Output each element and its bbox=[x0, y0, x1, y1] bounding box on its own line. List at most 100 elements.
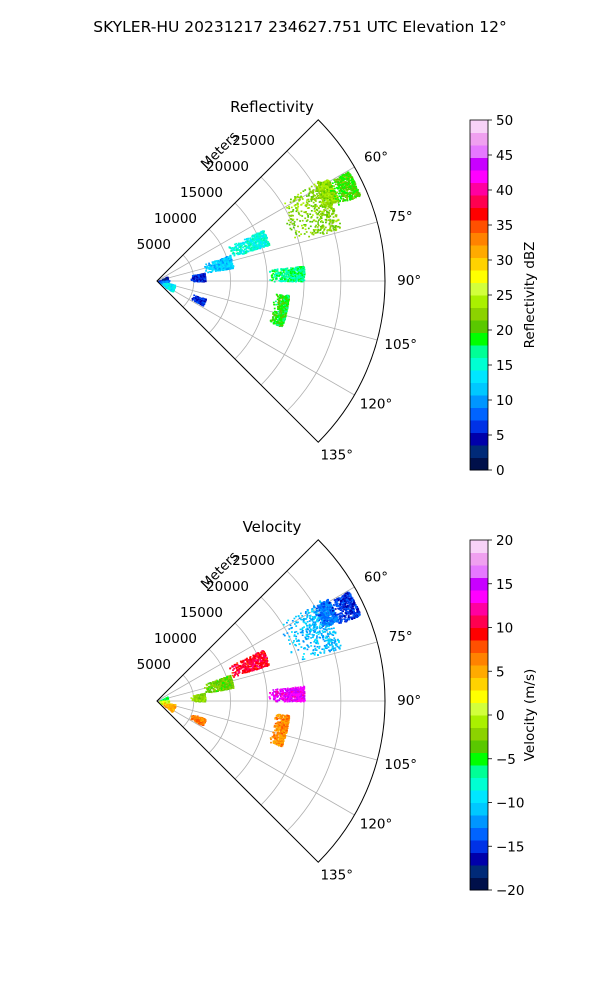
echo-gate bbox=[200, 277, 203, 280]
echo-gate bbox=[210, 270, 213, 273]
echo-gate bbox=[323, 203, 326, 206]
echo-gate bbox=[212, 263, 214, 265]
echo-gate bbox=[337, 202, 340, 204]
echo-gate bbox=[327, 186, 329, 189]
echo-gate bbox=[317, 616, 320, 619]
echo-gate bbox=[308, 188, 311, 191]
echo-gate bbox=[327, 641, 330, 643]
echo-gate bbox=[312, 189, 315, 191]
echo-gate bbox=[322, 198, 324, 201]
echo-gate bbox=[325, 645, 328, 648]
echo-gate bbox=[326, 207, 329, 210]
echo-gate bbox=[318, 185, 320, 187]
echo-gate bbox=[243, 666, 245, 669]
echo-gate bbox=[322, 619, 325, 621]
echo-gate bbox=[237, 249, 240, 251]
echo-gate bbox=[242, 669, 245, 672]
echo-gate bbox=[321, 626, 323, 629]
colorbar-tick-label: 45 bbox=[496, 148, 513, 164]
echo-gate bbox=[301, 274, 304, 276]
echo-gate bbox=[259, 247, 262, 250]
echo-gate bbox=[250, 665, 252, 668]
echo-gate bbox=[251, 238, 254, 240]
echo-gate bbox=[319, 210, 321, 213]
echo-gate bbox=[293, 635, 296, 637]
echo-gate bbox=[324, 209, 326, 212]
echo-gate bbox=[313, 616, 316, 618]
echo-gate bbox=[322, 631, 325, 633]
echo-gate bbox=[239, 252, 242, 255]
echo-gate bbox=[285, 280, 288, 282]
echo-gate bbox=[320, 217, 323, 219]
sector-outline bbox=[156, 119, 386, 443]
echo-gate bbox=[299, 276, 301, 279]
echo-gate bbox=[281, 321, 283, 323]
echo-gate bbox=[333, 610, 336, 612]
echo-gate bbox=[276, 268, 279, 270]
echo-gate bbox=[339, 200, 341, 202]
echo-gate bbox=[251, 658, 254, 661]
echo-gate bbox=[282, 306, 285, 308]
echo-gate bbox=[305, 623, 308, 625]
echo-gate bbox=[322, 623, 325, 626]
echo-gate bbox=[342, 198, 345, 201]
echo-gate bbox=[334, 199, 337, 201]
colorbar-swatch bbox=[470, 282, 488, 296]
echo-gate bbox=[290, 279, 292, 281]
echo-gate bbox=[260, 245, 263, 247]
echo-gate bbox=[324, 180, 327, 183]
echo-gate bbox=[337, 620, 339, 623]
echo-gate bbox=[208, 264, 210, 266]
echo-gate bbox=[167, 284, 170, 287]
echo-gate bbox=[323, 193, 326, 196]
echo-gate bbox=[324, 226, 327, 229]
echo-gate bbox=[289, 218, 292, 220]
echo-gate bbox=[323, 603, 325, 605]
echo-gate bbox=[242, 665, 245, 668]
echo-gate bbox=[310, 645, 313, 647]
echo-gate bbox=[338, 641, 340, 644]
echo-gate bbox=[333, 219, 336, 222]
echo-gate bbox=[318, 214, 321, 217]
echo-gate bbox=[354, 194, 357, 197]
echo-gate bbox=[337, 192, 340, 195]
echo-gate bbox=[275, 273, 278, 275]
echo-gate bbox=[242, 671, 244, 673]
echo-gate bbox=[301, 631, 304, 633]
echo-gate bbox=[284, 316, 287, 319]
echo-gate bbox=[210, 267, 213, 270]
echo-gate bbox=[325, 185, 328, 188]
azimuth-spoke bbox=[156, 700, 355, 816]
echo-gate bbox=[331, 213, 333, 216]
echo-gate bbox=[332, 620, 334, 623]
echo-gate bbox=[204, 298, 207, 301]
echo-gate bbox=[333, 199, 336, 201]
echo-gate bbox=[273, 270, 276, 273]
echo-gate bbox=[358, 192, 361, 194]
echo-gate bbox=[313, 645, 316, 648]
echo-gate bbox=[298, 271, 300, 274]
echo-gate bbox=[305, 637, 308, 640]
echo-gate bbox=[332, 199, 334, 202]
echo-gate bbox=[295, 230, 298, 232]
echo-gate bbox=[298, 617, 301, 619]
echo-gate bbox=[284, 272, 286, 275]
echo-gate bbox=[313, 610, 315, 613]
echo-gate bbox=[310, 637, 312, 639]
echo-gate bbox=[262, 662, 264, 664]
echo-gate bbox=[332, 216, 335, 218]
echo-gate bbox=[295, 644, 297, 647]
echo-gate bbox=[306, 615, 309, 618]
echo-gate bbox=[248, 671, 250, 673]
echo-gate bbox=[244, 248, 247, 251]
echo-gate bbox=[282, 297, 284, 300]
echo-gate bbox=[324, 609, 326, 612]
echo-gate bbox=[296, 202, 299, 205]
echo-gate bbox=[228, 267, 231, 270]
echo-gate bbox=[333, 627, 335, 629]
echo-gate bbox=[235, 673, 237, 675]
echo-gate bbox=[243, 662, 245, 665]
echo-gate bbox=[312, 201, 315, 204]
echo-gate bbox=[193, 280, 196, 282]
